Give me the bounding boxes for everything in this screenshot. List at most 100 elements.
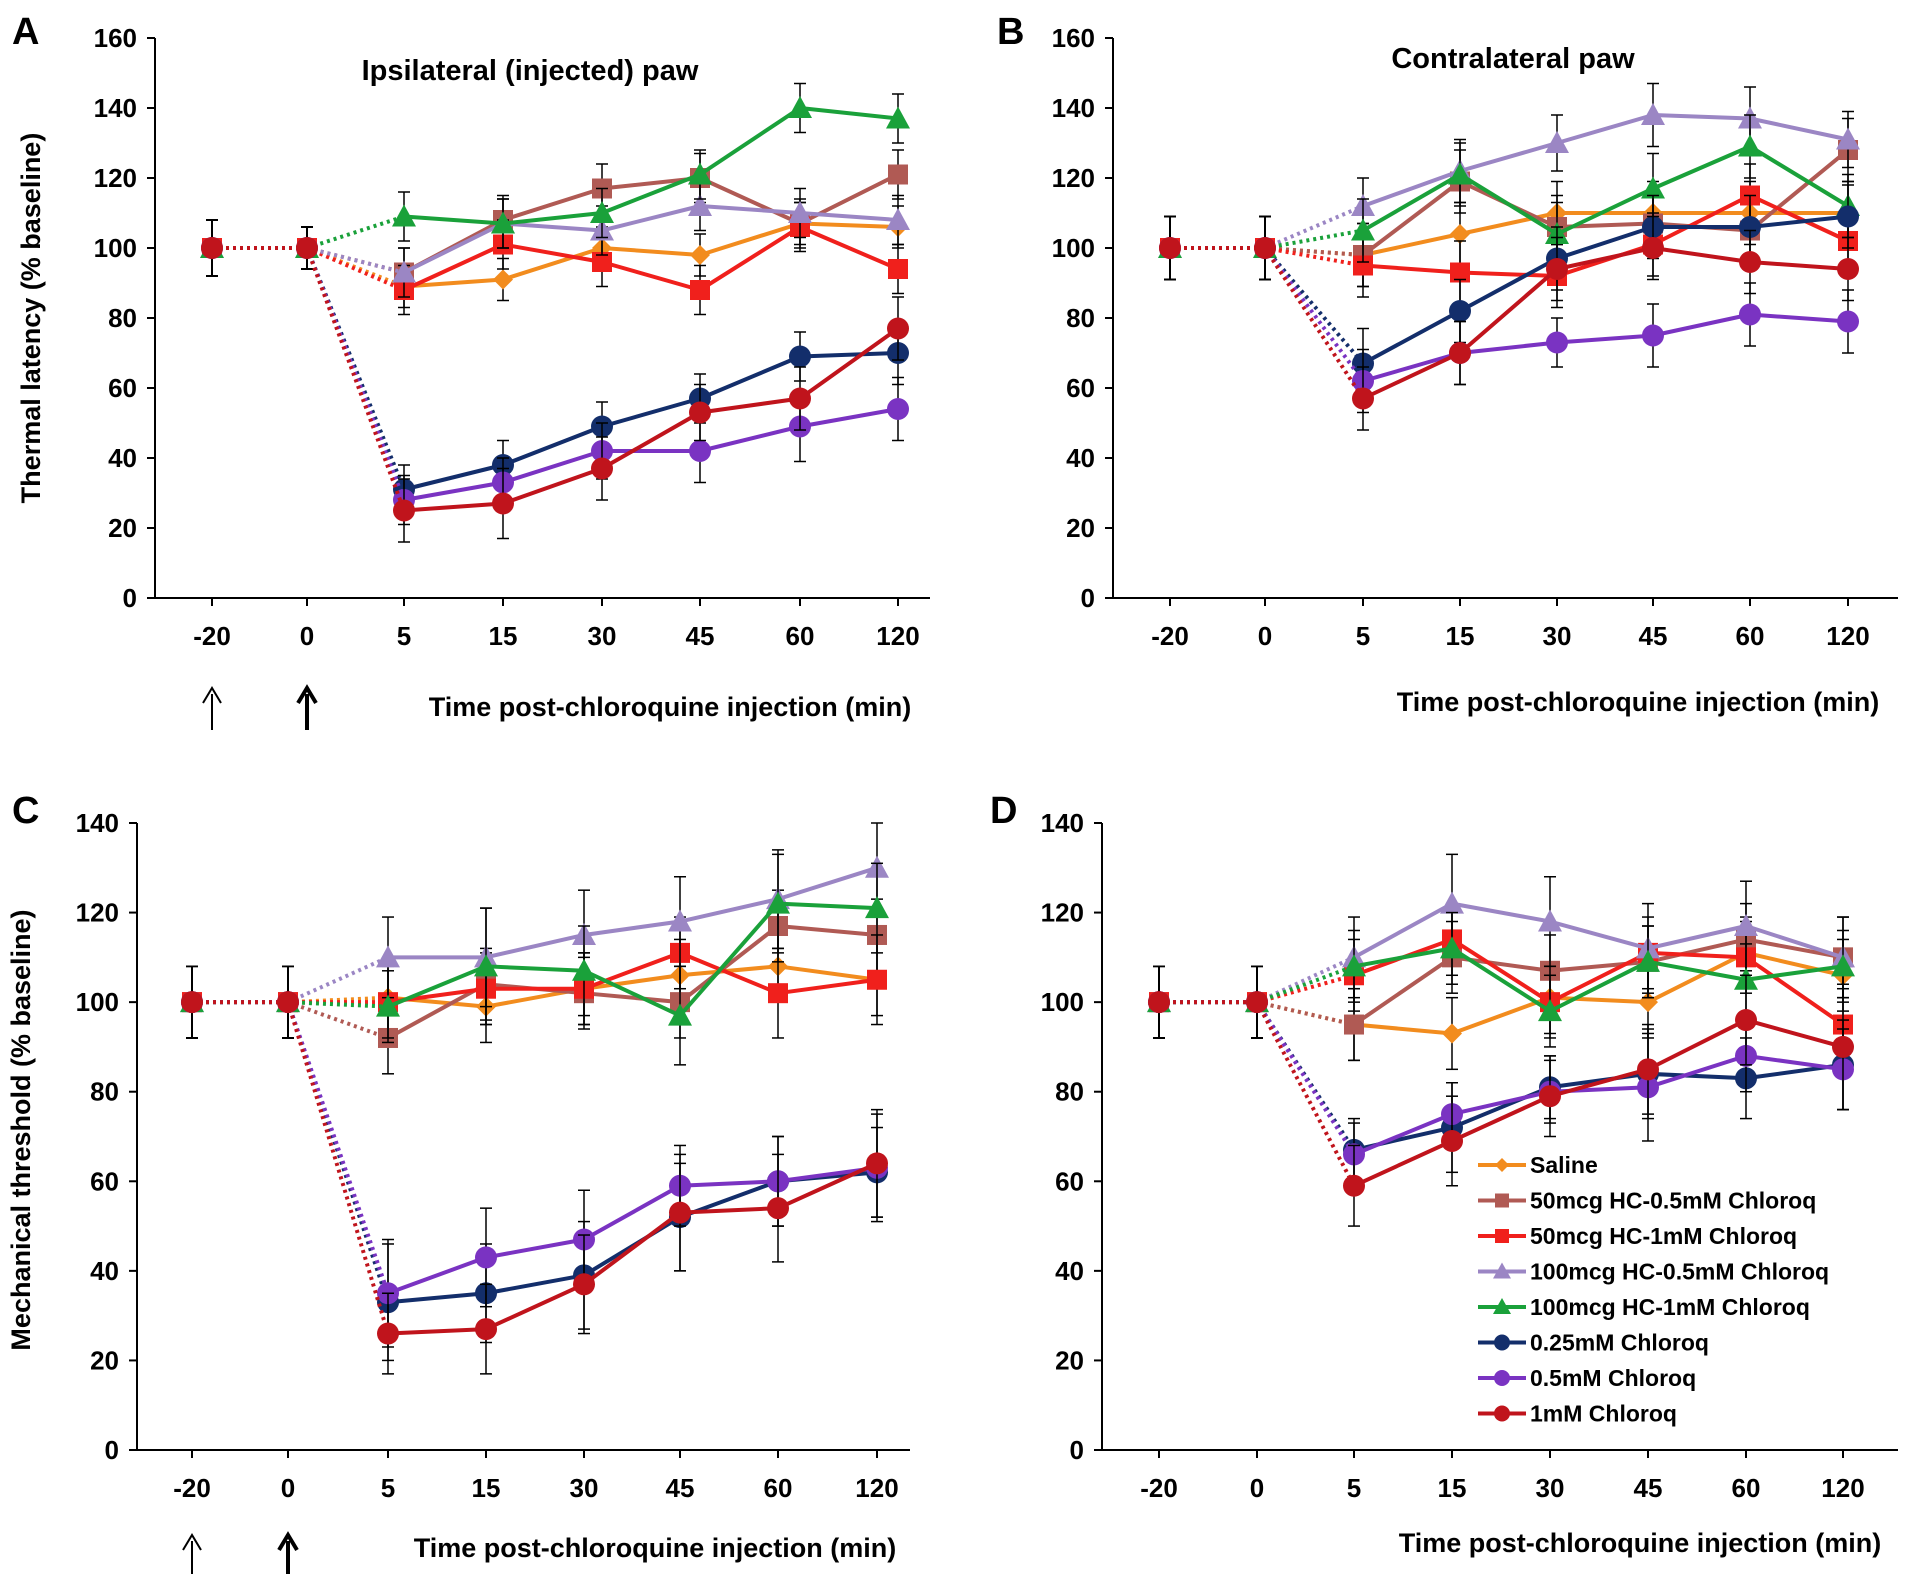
x-tick-label: 15 — [1438, 1473, 1467, 1503]
data-point — [1353, 255, 1373, 276]
series-line — [388, 865, 878, 960]
series-line — [403, 204, 899, 275]
series-line — [1362, 214, 1849, 366]
y-tick-label: 160 — [1052, 23, 1095, 53]
series-line — [1362, 211, 1848, 257]
legend-label: 100mcg HC-0.5mM Chloroq — [1530, 1259, 1829, 1285]
data-point — [491, 211, 515, 234]
series-line — [387, 924, 878, 1040]
y-tick-label: 80 — [1055, 1077, 1084, 1107]
y-tick-label: 140 — [1041, 808, 1084, 838]
series-dotted-segment — [286, 1001, 390, 1335]
series-line — [403, 106, 899, 226]
x-tick-label: 0 — [281, 1473, 295, 1503]
x-tick-label: 15 — [489, 621, 518, 651]
y-tick-label: 0 — [1070, 1435, 1084, 1465]
series-line — [1353, 950, 1844, 1036]
series-line — [1352, 937, 1844, 1027]
series-line — [387, 1170, 878, 1305]
data-point — [789, 345, 811, 368]
legend-item: 100mcg HC-1mM Chloroq — [1478, 1294, 1810, 1320]
data-point — [592, 252, 612, 272]
data-point — [668, 1003, 692, 1026]
data-point — [1546, 258, 1568, 280]
data-point — [689, 440, 711, 462]
series-dotted-segment — [1255, 1001, 1356, 1152]
panel-letter-c: C — [12, 790, 39, 832]
series-1mm-chloroq — [181, 965, 888, 1375]
series-line — [387, 1161, 878, 1336]
series-line — [387, 1165, 878, 1296]
data-point — [1442, 1023, 1462, 1044]
data-point — [475, 1318, 497, 1341]
series-line — [387, 901, 878, 1018]
x-tick-label: 5 — [397, 621, 411, 651]
data-point — [376, 994, 400, 1017]
series-line — [1353, 937, 1845, 1027]
data-point — [690, 280, 710, 300]
panel-c-xlabel: Time post-chloroquine injection (min) — [414, 1533, 897, 1563]
series-line — [403, 326, 900, 513]
data-point — [201, 237, 223, 259]
data-point — [377, 1322, 399, 1345]
data-point — [688, 194, 712, 216]
legend-label: 1mM Chloroq — [1530, 1401, 1677, 1427]
panel-a-ylabel: Thermal latency (% baseline) — [16, 133, 46, 504]
panel-c: 0 20 40 60 80 100 120 140 -20 0 5 15 30 45 60 120 — [76, 808, 910, 1574]
legend-swatch-marker — [1494, 1405, 1510, 1422]
panel-a-xlabel: Time post-chloroquine injection (min) — [429, 692, 912, 722]
legend-swatch-marker — [1495, 1229, 1509, 1243]
data-point — [888, 164, 908, 185]
legend-label: Saline — [1530, 1152, 1598, 1178]
y-tick-label: 80 — [108, 303, 137, 333]
injection-arrow-head — [202, 686, 222, 704]
data-point — [392, 204, 416, 227]
series-dotted-segment — [1264, 204, 1364, 250]
data-point — [888, 259, 908, 279]
series-line — [387, 950, 878, 1005]
x-tick-label: 15 — [472, 1473, 501, 1503]
legend-label: 50mcg HC-1mM Chloroq — [1530, 1223, 1797, 1249]
data-point — [766, 891, 790, 914]
x-tick-label: 30 — [1543, 621, 1572, 651]
y-tick-label: 80 — [90, 1077, 119, 1107]
series-line — [403, 225, 899, 292]
x-tick-label: 60 — [1736, 621, 1765, 651]
y-tick-label: 120 — [1041, 898, 1084, 928]
data-point — [1739, 303, 1761, 326]
data-point — [1351, 218, 1375, 241]
x-tick-label: 45 — [666, 1473, 695, 1503]
data-point — [1831, 954, 1855, 977]
x-tick-label: 0 — [1258, 621, 1272, 651]
x-tick-label: 30 — [588, 621, 617, 651]
y-tick-label: 60 — [1055, 1166, 1084, 1196]
data-point — [392, 260, 416, 283]
data-point — [573, 1273, 595, 1296]
series-0-25mm-chloroq — [181, 965, 888, 1362]
legend-item: 0.5mM Chloroq — [1478, 1365, 1696, 1391]
panel-d-xlabel: Time post-chloroquine injection (min) — [1399, 1528, 1882, 1558]
panel-c-ylabel: Mechanical threshold (% baseline) — [6, 909, 36, 1350]
y-tick-label: 80 — [1066, 303, 1095, 333]
injection-arrow-head — [277, 1531, 299, 1552]
data-point — [1441, 1129, 1463, 1152]
series-dotted-segment — [1256, 964, 1355, 1005]
y-tick-label: 140 — [76, 808, 119, 838]
data-point — [767, 1197, 789, 1220]
x-tick-label: 60 — [786, 621, 815, 651]
series-line — [403, 351, 899, 492]
x-tick-label: -20 — [1151, 621, 1189, 651]
data-point — [1832, 1035, 1854, 1058]
data-point — [1637, 1058, 1659, 1081]
data-point — [1344, 1014, 1364, 1035]
data-point — [789, 387, 811, 410]
data-point — [493, 269, 513, 290]
series-line — [1353, 1018, 1844, 1188]
series-line — [1353, 946, 1844, 1014]
series-line — [387, 964, 878, 1009]
data-point — [788, 201, 812, 223]
x-tick-label: 120 — [1826, 621, 1869, 651]
data-point — [1546, 331, 1568, 354]
data-point — [1440, 936, 1464, 959]
x-tick-label: 30 — [570, 1473, 599, 1503]
